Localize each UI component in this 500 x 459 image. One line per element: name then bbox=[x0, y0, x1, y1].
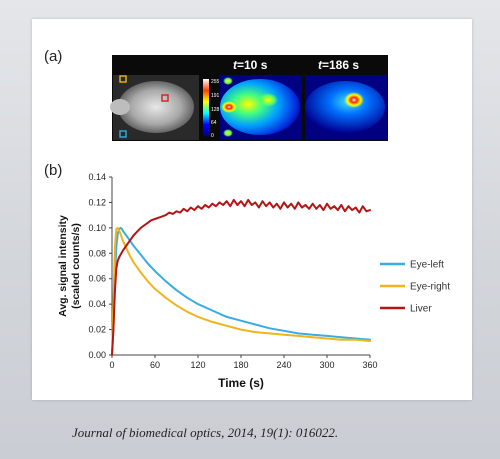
legend-label-liver: Liver bbox=[410, 304, 432, 315]
x-tick-label: 180 bbox=[233, 360, 248, 370]
heatmap-t10-eye-hotspot bbox=[223, 77, 233, 85]
colorbar-tick: 0 bbox=[211, 133, 214, 139]
y-axis-title-line2: (scaled counts/s) bbox=[70, 223, 82, 309]
image-title-t186-value: =186 s bbox=[322, 58, 359, 72]
x-tick-label: 60 bbox=[150, 360, 160, 370]
series-line-eye-left bbox=[111, 226, 371, 356]
y-tick-label: 0.02 bbox=[88, 325, 106, 335]
signal-chart: 0.00 0.02 0.04 0.06 0.08 0.10 0.12 0.14 0 60 120 18… bbox=[57, 172, 450, 390]
legend-label-eye-left: Eye-left bbox=[410, 260, 444, 271]
panel-b-label: (b) bbox=[44, 162, 63, 179]
legend-label-eye-right: Eye-right bbox=[410, 282, 450, 293]
chart-series bbox=[111, 198, 371, 356]
x-tick-label: 300 bbox=[319, 360, 334, 370]
chart-legend: Eye-left Eye-right Liver bbox=[380, 260, 450, 315]
y-tick-label: 0.08 bbox=[88, 248, 106, 258]
y-tick-label: 0.00 bbox=[88, 350, 106, 360]
roi-eye-left-marker bbox=[119, 130, 127, 138]
image-title-t186-var: t bbox=[318, 58, 323, 72]
y-tick-label: 0.14 bbox=[88, 172, 106, 182]
x-tick-label: 120 bbox=[190, 360, 205, 370]
heatmap-t186-liver-hotspot bbox=[344, 92, 364, 108]
colorbar bbox=[203, 79, 209, 136]
heatmap-t10-body bbox=[220, 79, 300, 135]
mouse-head-photo bbox=[110, 99, 130, 115]
colorbar-tick: 64 bbox=[211, 120, 217, 126]
image-title-t10: t=10 s bbox=[233, 58, 268, 72]
y-tick-label: 0.04 bbox=[88, 299, 106, 309]
x-tick-label: 360 bbox=[362, 360, 377, 370]
imaging-strip: 255 191 128 64 0 t=10 s t=186 s bbox=[110, 55, 388, 141]
colorbar-ticks: 255 191 128 64 0 bbox=[211, 79, 220, 139]
mouse-body-photo bbox=[118, 81, 194, 133]
colorbar-tick: 191 bbox=[211, 93, 220, 99]
series-line-eye-right bbox=[111, 226, 371, 356]
roi-eye-right-marker bbox=[119, 75, 127, 83]
image-title-t10-var: t bbox=[233, 58, 238, 72]
colorbar-tick: 128 bbox=[211, 107, 220, 113]
heatmap-t10-head-hotspot bbox=[221, 101, 237, 113]
roi-liver-marker bbox=[161, 94, 169, 102]
figure-caption: Journal of biomedical optics, 2014, 19(1… bbox=[72, 425, 339, 440]
y-tick-label: 0.12 bbox=[88, 197, 106, 207]
image-title-t186: t=186 s bbox=[318, 58, 359, 72]
x-tick-label: 240 bbox=[276, 360, 291, 370]
y-axis-title-line1: Avg. signal intensity bbox=[57, 215, 69, 317]
heatmap-t10-eye-hotspot bbox=[223, 129, 233, 137]
colorbar-tick: 255 bbox=[211, 79, 220, 85]
x-tick-label: 0 bbox=[109, 360, 114, 370]
y-tick-label: 0.10 bbox=[88, 223, 106, 233]
y-tick-label: 0.06 bbox=[88, 274, 106, 284]
heatmap-t186-body bbox=[305, 81, 385, 133]
series-line-liver bbox=[111, 198, 371, 356]
heatmap-t10-liver-hotspot bbox=[258, 93, 278, 107]
image-title-t10-value: =10 s bbox=[237, 58, 268, 72]
x-axis-title: Time (s) bbox=[218, 376, 264, 390]
panel-a-label: (a) bbox=[44, 48, 63, 65]
